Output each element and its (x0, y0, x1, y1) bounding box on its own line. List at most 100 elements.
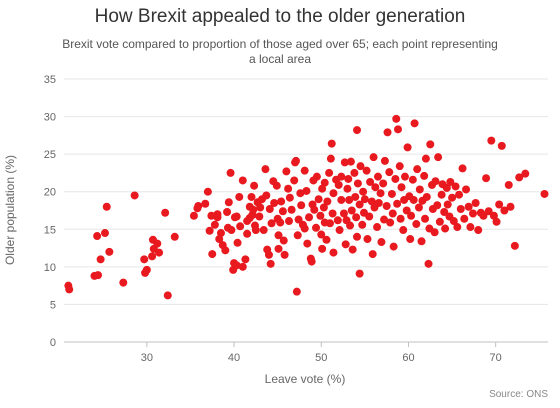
data-point (484, 207, 493, 216)
data-point (341, 240, 350, 249)
data-point (334, 180, 343, 189)
data-point (497, 141, 506, 150)
data-point (353, 179, 362, 188)
data-point (443, 200, 452, 209)
data-point (510, 241, 519, 250)
data-point (515, 173, 524, 182)
data-point (316, 211, 325, 220)
data-point (400, 172, 409, 181)
data-point (346, 221, 355, 230)
chart-title: How Brexit appealed to the older generat… (94, 6, 466, 27)
data-point (189, 211, 198, 220)
data-point (274, 244, 283, 253)
data-point (434, 153, 443, 162)
data-point (297, 201, 306, 210)
data-point (285, 193, 294, 202)
data-point (317, 230, 326, 239)
data-point (506, 202, 515, 211)
data-point (266, 259, 275, 268)
data-point (422, 192, 431, 201)
data-point (482, 174, 491, 183)
x-tick-label: 60 (402, 352, 414, 364)
data-point (207, 211, 216, 220)
data-point (356, 162, 365, 171)
data-point (300, 224, 309, 233)
data-point (479, 211, 488, 220)
data-point (363, 235, 372, 244)
data-point (403, 143, 412, 152)
x-tick-label: 70 (490, 352, 502, 364)
data-point (102, 202, 111, 211)
data-point (462, 185, 471, 194)
data-point (307, 257, 316, 266)
data-point (456, 204, 465, 213)
data-point (366, 177, 375, 186)
data-point (402, 206, 411, 215)
data-point (379, 179, 388, 188)
data-point (451, 182, 460, 191)
data-point (284, 184, 293, 193)
data-point (213, 210, 222, 219)
data-point (337, 172, 346, 181)
data-point (362, 166, 371, 175)
data-point (318, 244, 327, 253)
data-point (455, 190, 464, 199)
data-point (282, 167, 291, 176)
data-point (406, 235, 415, 244)
data-point (250, 181, 259, 190)
data-point (487, 136, 496, 145)
data-point (410, 119, 419, 128)
data-point (421, 214, 430, 223)
data-point (322, 235, 331, 244)
data-point (216, 229, 225, 238)
data-point (320, 178, 329, 187)
data-point (409, 195, 418, 204)
data-point (284, 217, 293, 226)
data-point (224, 198, 233, 207)
chart-subtitle: Brexit vote compared to proportion of th… (62, 37, 498, 66)
data-point (446, 177, 455, 186)
data-point (303, 239, 312, 248)
data-point (119, 278, 128, 287)
data-point (256, 203, 265, 212)
data-point (312, 223, 321, 232)
data-point (290, 176, 299, 185)
data-point (466, 223, 475, 232)
data-point (327, 139, 336, 148)
data-point (287, 205, 296, 214)
data-point (489, 211, 498, 220)
data-point (355, 200, 364, 209)
data-point (319, 203, 328, 212)
data-point (323, 197, 332, 206)
data-point (464, 202, 473, 211)
data-point (205, 226, 214, 235)
data-point (300, 166, 309, 175)
data-point (292, 287, 301, 296)
data-point (153, 239, 162, 248)
y-tick-label: 30 (44, 112, 56, 124)
data-point (394, 125, 403, 134)
data-point (382, 201, 391, 210)
data-point (413, 165, 422, 174)
data-point (294, 215, 303, 224)
data-point (201, 199, 210, 208)
data-point (140, 255, 149, 264)
data-point (226, 168, 235, 177)
data-point (210, 220, 219, 229)
data-point (155, 248, 164, 257)
data-point (238, 262, 247, 271)
data-point (359, 187, 368, 196)
data-point (355, 269, 364, 278)
data-point (194, 201, 203, 210)
data-point (340, 158, 349, 167)
data-point (352, 213, 361, 222)
data-point (93, 232, 102, 241)
data-point (259, 226, 268, 235)
data-point (326, 154, 335, 163)
data-point (100, 229, 109, 238)
data-point (232, 212, 241, 221)
data-point (278, 207, 287, 216)
data-point (343, 184, 352, 193)
data-point (339, 209, 348, 218)
data-point (293, 231, 302, 240)
